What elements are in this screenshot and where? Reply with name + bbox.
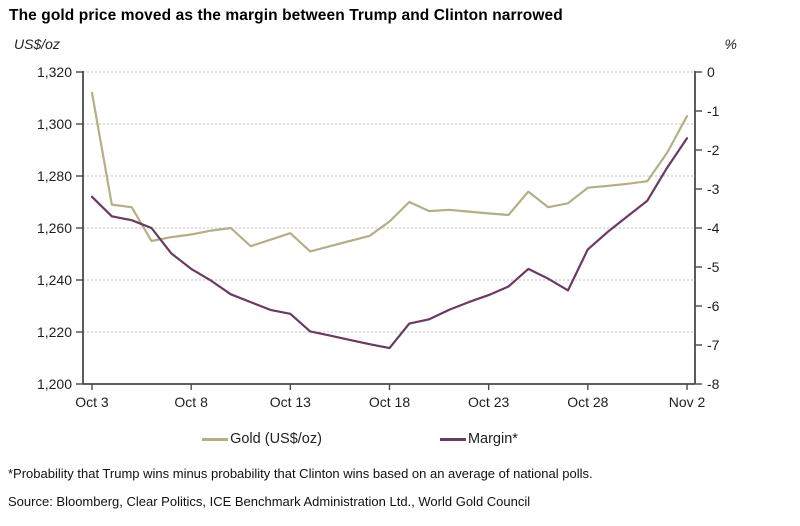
x-axis-tick-label: Oct 28 xyxy=(567,394,608,410)
left-axis-tick-label: 1,300 xyxy=(37,116,72,132)
line-chart-canvas: 1,320 1,300 1,280 1,260 1,240 1,220 1,200 0 -1 -2… xyxy=(37,64,720,410)
right-axis-tick-label: -8 xyxy=(707,376,720,392)
x-axis-tick-label: Oct 23 xyxy=(468,394,509,410)
data-series-group xyxy=(90,91,689,350)
x-axis-tick-label: Oct 3 xyxy=(75,394,109,410)
right-axis-tick-label: -6 xyxy=(707,298,720,314)
legend-label-margin: Margin* xyxy=(467,431,518,447)
right-axis-tick-label: -1 xyxy=(707,103,720,119)
left-axis-tick-label: 1,220 xyxy=(37,324,72,340)
x-axis-tick-label: Oct 18 xyxy=(369,394,410,410)
margin-line-swatch-icon xyxy=(439,437,466,441)
axis-labels-group: 1,320 1,300 1,280 1,260 1,240 1,220 1,200 0 -1 -2… xyxy=(37,64,720,410)
margin-line xyxy=(90,137,689,350)
tick-marks-group xyxy=(76,71,702,390)
right-axis-tick-label: -5 xyxy=(707,259,720,275)
gold-price-line xyxy=(90,91,689,253)
right-axis-tick-label: -7 xyxy=(707,337,720,353)
x-axis-tick-label: Nov 2 xyxy=(669,394,706,410)
x-axis-tick-label: Oct 8 xyxy=(174,394,208,410)
gold-line-swatch-icon xyxy=(202,437,229,441)
gridlines-group xyxy=(83,71,695,333)
left-axis-unit-label: US$/oz xyxy=(14,36,60,52)
left-axis-tick-label: 1,240 xyxy=(37,272,72,288)
legend-item-margin: Margin* xyxy=(439,431,518,447)
chart-title: The gold price moved as the margin betwe… xyxy=(9,7,563,24)
left-axis-tick-label: 1,200 xyxy=(37,376,72,392)
left-axis-tick-label: 1,260 xyxy=(37,220,72,236)
x-axis-tick-label: Oct 13 xyxy=(270,394,311,410)
source-text: Source: Bloomberg, Clear Politics, ICE B… xyxy=(8,494,531,509)
legend-item-gold: Gold (US$/oz) xyxy=(202,431,322,447)
legend: Gold (US$/oz) Margin* xyxy=(40,431,680,447)
right-axis-tick-label: -2 xyxy=(707,142,720,158)
right-axis-tick-label: -4 xyxy=(707,220,720,236)
left-axis-tick-label: 1,320 xyxy=(37,64,72,80)
footnote-text: *Probability that Trump wins minus proba… xyxy=(8,466,593,481)
right-axis-unit-label: % xyxy=(724,36,737,52)
left-axis-tick-label: 1,280 xyxy=(37,168,72,184)
right-axis-tick-label: 0 xyxy=(707,64,715,80)
right-axis-tick-label: -3 xyxy=(707,181,720,197)
legend-label-gold: Gold (US$/oz) xyxy=(230,431,322,447)
